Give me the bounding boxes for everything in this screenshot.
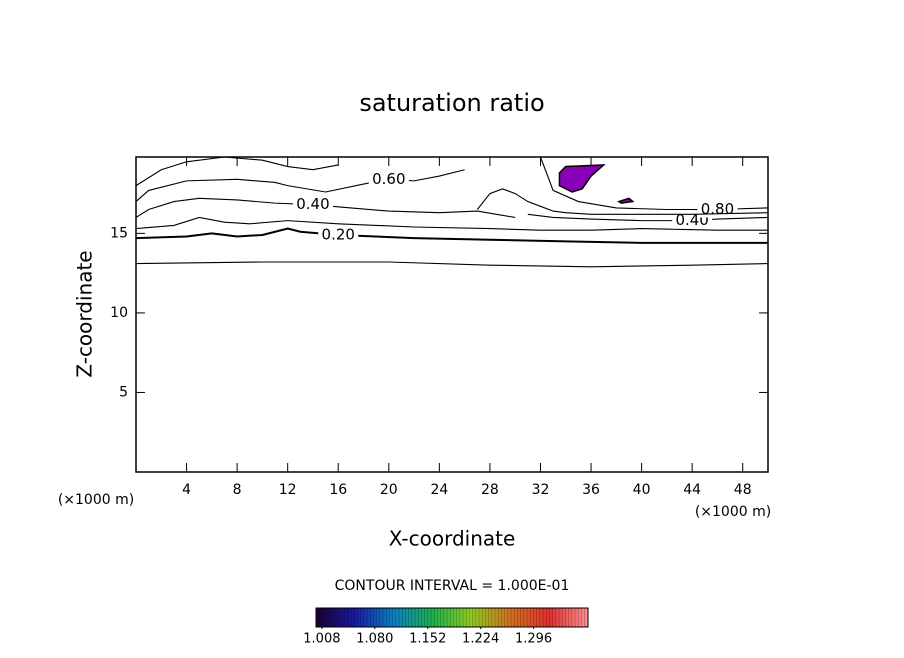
x-tick-label: 4 — [182, 482, 191, 498]
contour-interval: CONTOUR INTERVAL = 1.000E-01 — [335, 578, 570, 594]
contour-label: 0.40 — [296, 195, 329, 213]
x-tick-label: 36 — [582, 482, 600, 498]
y-unit: (×1000 m) — [58, 492, 134, 508]
contour-line — [135, 156, 339, 187]
x-tick-label: 20 — [380, 482, 398, 498]
contour-label: 0.20 — [322, 225, 355, 243]
y-axis-label: Z-coordinate — [73, 250, 97, 377]
plot-frame — [135, 156, 769, 473]
x-tick-label: 32 — [532, 482, 550, 498]
x-tick-label: 44 — [683, 482, 701, 498]
contour-line — [476, 188, 769, 215]
contour-line — [527, 213, 769, 222]
colorbar — [315, 607, 589, 628]
contour-line — [135, 261, 769, 268]
filled-region — [617, 197, 635, 204]
y-tick-label: 15 — [110, 225, 128, 241]
contour-label-bg — [318, 226, 359, 243]
x-tick-label: 16 — [329, 482, 347, 498]
y-tick-label: 5 — [119, 384, 128, 400]
x-tick-label: 48 — [734, 482, 752, 498]
contour-label: 0.80 — [701, 200, 734, 218]
contour-label-bg — [292, 196, 333, 213]
x-tick-label: 12 — [279, 482, 297, 498]
colorbar-tick-label: 1.080 — [356, 632, 393, 647]
chart-title: saturation ratio — [359, 89, 544, 117]
contour-line — [135, 216, 768, 231]
contour-label-bg — [368, 171, 409, 188]
filled-region — [558, 164, 606, 193]
x-tick-label: 40 — [633, 482, 651, 498]
contour-label: 0.60 — [372, 170, 405, 188]
contour-line — [135, 227, 768, 244]
colorbar-tick-label: 1.224 — [462, 632, 499, 647]
x-tick-label: 8 — [233, 482, 242, 498]
contour-line — [135, 169, 465, 202]
x-tick-label: 24 — [430, 482, 448, 498]
y-tick-label: 10 — [110, 305, 128, 321]
x-tick-label: 28 — [481, 482, 499, 498]
x-unit: (×1000 m) — [695, 504, 771, 520]
colorbar-tick-label: 1.008 — [303, 632, 340, 647]
colorbar-tick-label: 1.152 — [409, 632, 446, 647]
x-axis-label: X-coordinate — [389, 527, 516, 551]
colorbar-tick-label: 1.296 — [515, 632, 552, 647]
